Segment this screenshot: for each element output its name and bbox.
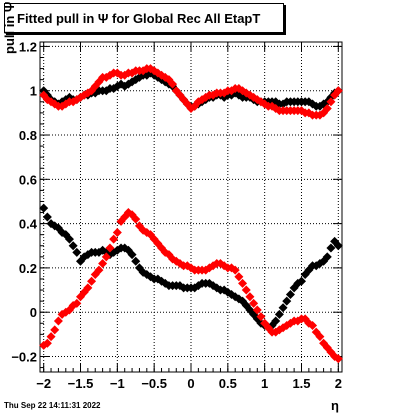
data-point-lower [105, 243, 115, 253]
data-point-lower [101, 252, 111, 262]
data-point-lower [120, 243, 130, 253]
data-point-lower [249, 298, 259, 308]
x-tick-label: −0.5 [141, 376, 167, 391]
title-box: Fitted pull in Ψ for Global Rec All Etap… [4, 3, 284, 33]
data-point-lower [308, 320, 318, 330]
y-tick-label: 0.4 [19, 217, 38, 232]
data-point-lower [83, 283, 93, 293]
data-point-lower [238, 278, 248, 288]
x-tick-label: 1 [261, 376, 268, 391]
data-point-upper [333, 86, 343, 96]
data-point-upper [120, 81, 130, 91]
data-point-lower [234, 272, 244, 282]
data-point-lower [322, 252, 332, 262]
x-tick-label: −1 [110, 376, 125, 391]
data-point-upper [57, 101, 67, 111]
y-axis-label: pull in Ψ [2, 1, 17, 54]
data-point-lower [87, 276, 97, 286]
data-point-lower [112, 227, 122, 237]
y-tick-label: 0.8 [19, 128, 37, 143]
x-tick-label: 2 [335, 376, 342, 391]
data-point-lower [64, 234, 74, 244]
axis-ticks [40, 42, 342, 372]
data-point-lower [274, 309, 284, 319]
data-point-lower [109, 234, 119, 244]
data-point-lower [164, 250, 174, 260]
data-point-lower [131, 214, 141, 224]
data-point-lower [333, 354, 343, 364]
data-point-lower [120, 212, 130, 222]
data-point-lower [46, 332, 56, 342]
data-point-lower [72, 247, 82, 257]
y-tick-label: 1 [30, 84, 37, 99]
data-point-lower [98, 258, 108, 268]
data-point-lower [333, 241, 343, 251]
x-tick-label: 1.5 [292, 376, 310, 391]
tick-labels: −2 −1.5 −1 −0.5 0 0.5 1 1.5 2 −0.2 0 0.2 0.4 0.6 0.8 1 1… [11, 39, 342, 391]
timestamp: Thu Sep 22 14:11:31 2022 [4, 401, 101, 410]
data-point-upper [120, 70, 130, 80]
y-tick-label: 0.2 [19, 261, 37, 276]
data-point-lower [53, 316, 63, 326]
data-point-lower [256, 312, 266, 322]
data-point-lower [94, 265, 104, 275]
y-tick-label: 1.2 [19, 39, 37, 54]
data-point-lower [252, 305, 262, 315]
data-point-lower [315, 332, 325, 342]
data-point-lower [131, 256, 141, 266]
x-tick-label: −2 [36, 376, 51, 391]
data-point-lower [57, 309, 67, 319]
data-point-lower [271, 316, 281, 326]
data-point-upper [322, 103, 332, 113]
data-point-lower [127, 250, 137, 260]
series-red [39, 64, 343, 364]
data-point-upper [326, 97, 336, 107]
chart-title: Fitted pull in Ψ for Global Rec All Etap… [17, 11, 261, 26]
y-tick-label: 0.6 [19, 172, 37, 187]
data-point-lower [42, 338, 52, 348]
data-point-lower [72, 298, 82, 308]
data-point-lower [50, 325, 60, 335]
x-tick-label: −1.5 [68, 376, 94, 391]
data-markers [39, 64, 343, 364]
data-point-upper [168, 79, 178, 89]
x-axis-label: η [331, 398, 339, 413]
data-point-lower [42, 212, 52, 222]
data-point-lower [285, 289, 295, 299]
data-point-lower [241, 285, 251, 295]
y-tick-label: 0 [30, 305, 37, 320]
data-point-lower [296, 276, 306, 286]
data-point-lower [282, 296, 292, 306]
x-tick-label: 0 [187, 376, 194, 391]
data-point-lower [245, 292, 255, 302]
data-point-lower [230, 265, 240, 275]
data-point-lower [57, 227, 67, 237]
data-point-lower [39, 203, 49, 213]
data-point-lower [68, 241, 78, 251]
data-point-lower [326, 243, 336, 253]
y-tick-label: −0.2 [11, 349, 37, 364]
x-tick-label: 0.5 [219, 376, 237, 391]
data-point-lower [278, 303, 288, 313]
